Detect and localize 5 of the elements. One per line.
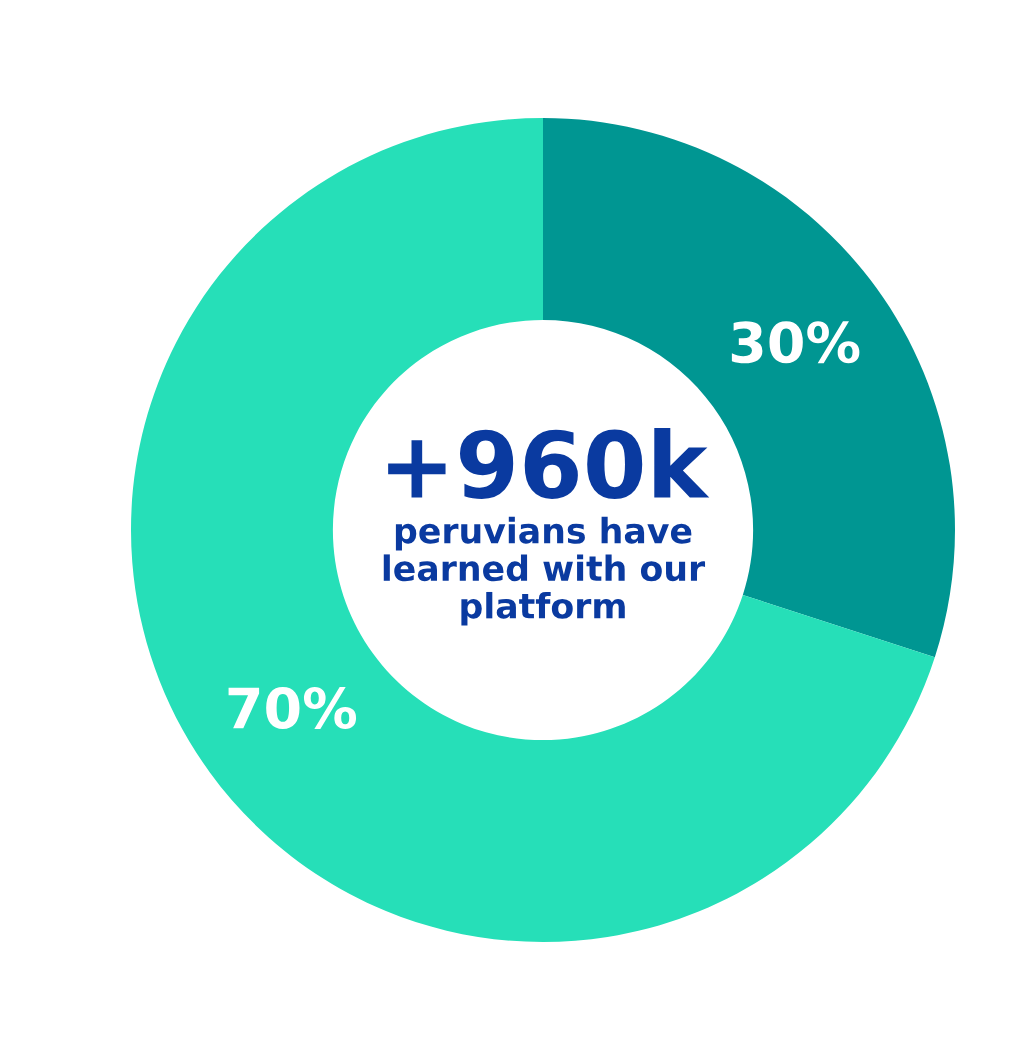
donut-slice: [131, 118, 935, 942]
data-label: 70%: [228, 686, 357, 729]
data-label: 30%: [731, 321, 860, 364]
text: +960k: [388, 427, 710, 499]
text: peruvians have learned with our platform: [383, 516, 706, 626]
